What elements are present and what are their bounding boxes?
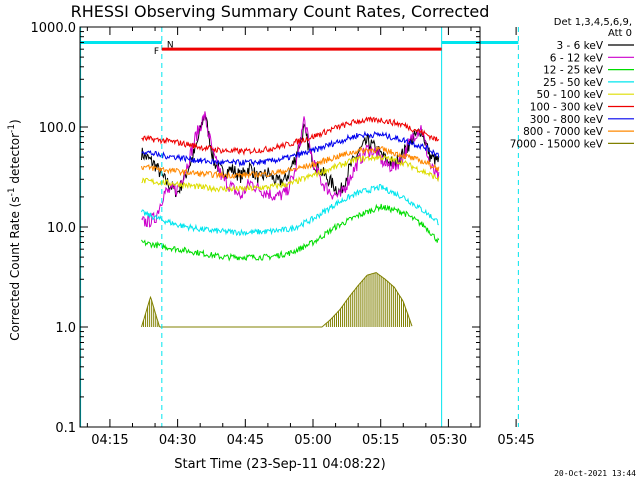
legend-label: 300 - 800 keV bbox=[530, 114, 604, 126]
x-tick-label: 04:45 bbox=[227, 433, 264, 448]
x-tick-label: 05:00 bbox=[294, 433, 331, 448]
y-axis-label-part1: Corrected Count Rate (s bbox=[8, 196, 22, 340]
flag-label: N bbox=[167, 40, 174, 50]
flag-label: F bbox=[154, 47, 159, 57]
y-tick-label: 1.0 bbox=[55, 321, 76, 336]
x-tick-label: 05:30 bbox=[430, 433, 467, 448]
legend-label: 800 - 7000 keV bbox=[523, 126, 604, 138]
x-tick-label: 05:15 bbox=[362, 433, 399, 448]
legend-label: 12 - 25 keV bbox=[543, 65, 604, 77]
legend-header: Det 1,3,4,5,6,9, bbox=[554, 17, 632, 28]
legend-label: 25 - 50 keV bbox=[543, 77, 604, 89]
y-tick-label: 100.0 bbox=[39, 121, 76, 136]
x-tick-label: 04:15 bbox=[91, 433, 128, 448]
legend-label: 50 - 100 keV bbox=[536, 89, 603, 101]
legend-label: 7000 - 15000 keV bbox=[510, 138, 604, 150]
date-stamp: 20-Oct-2021 13:44 bbox=[554, 469, 636, 478]
y-axis-label-part3: ) bbox=[8, 119, 22, 124]
legend-label: 100 - 300 keV bbox=[530, 102, 604, 114]
y-axis-label-exp2: -1 bbox=[7, 124, 17, 133]
series-line bbox=[141, 116, 440, 156]
legend-header: Att 0 bbox=[608, 28, 632, 39]
y-tick-label: 1000.0 bbox=[31, 21, 77, 36]
series-line bbox=[141, 153, 440, 193]
legend-label: 3 - 6 keV bbox=[556, 40, 603, 52]
axes: 04:15 04:30 04:45 05:00 05:15 05:30 05:45 0.1 1.… bbox=[31, 21, 535, 448]
y-axis-label-exp1: -1 bbox=[7, 187, 17, 196]
y-axis-label-part2: detector bbox=[8, 133, 22, 188]
x-axis-label: Start Time (23-Sep-11 04:08:22) bbox=[174, 457, 385, 472]
legend-label: 6 - 12 keV bbox=[550, 52, 604, 64]
y-tick-label: 10.0 bbox=[47, 221, 76, 236]
series-line bbox=[141, 130, 440, 168]
series-line bbox=[141, 145, 440, 180]
y-axis-label: Corrected Count Rate (s-1 detector-1) bbox=[7, 119, 22, 340]
x-tick-label: 05:45 bbox=[497, 433, 534, 448]
y-tick-label: 0.1 bbox=[55, 421, 76, 436]
x-tick-label: 04:30 bbox=[159, 433, 196, 448]
series-line bbox=[141, 183, 439, 237]
plot-area: FN bbox=[80, 27, 519, 427]
series-bars-7000-15000 bbox=[143, 272, 411, 327]
chart-title: RHESSI Observing Summary Count Rates, Co… bbox=[71, 2, 490, 21]
series-line bbox=[141, 203, 440, 262]
